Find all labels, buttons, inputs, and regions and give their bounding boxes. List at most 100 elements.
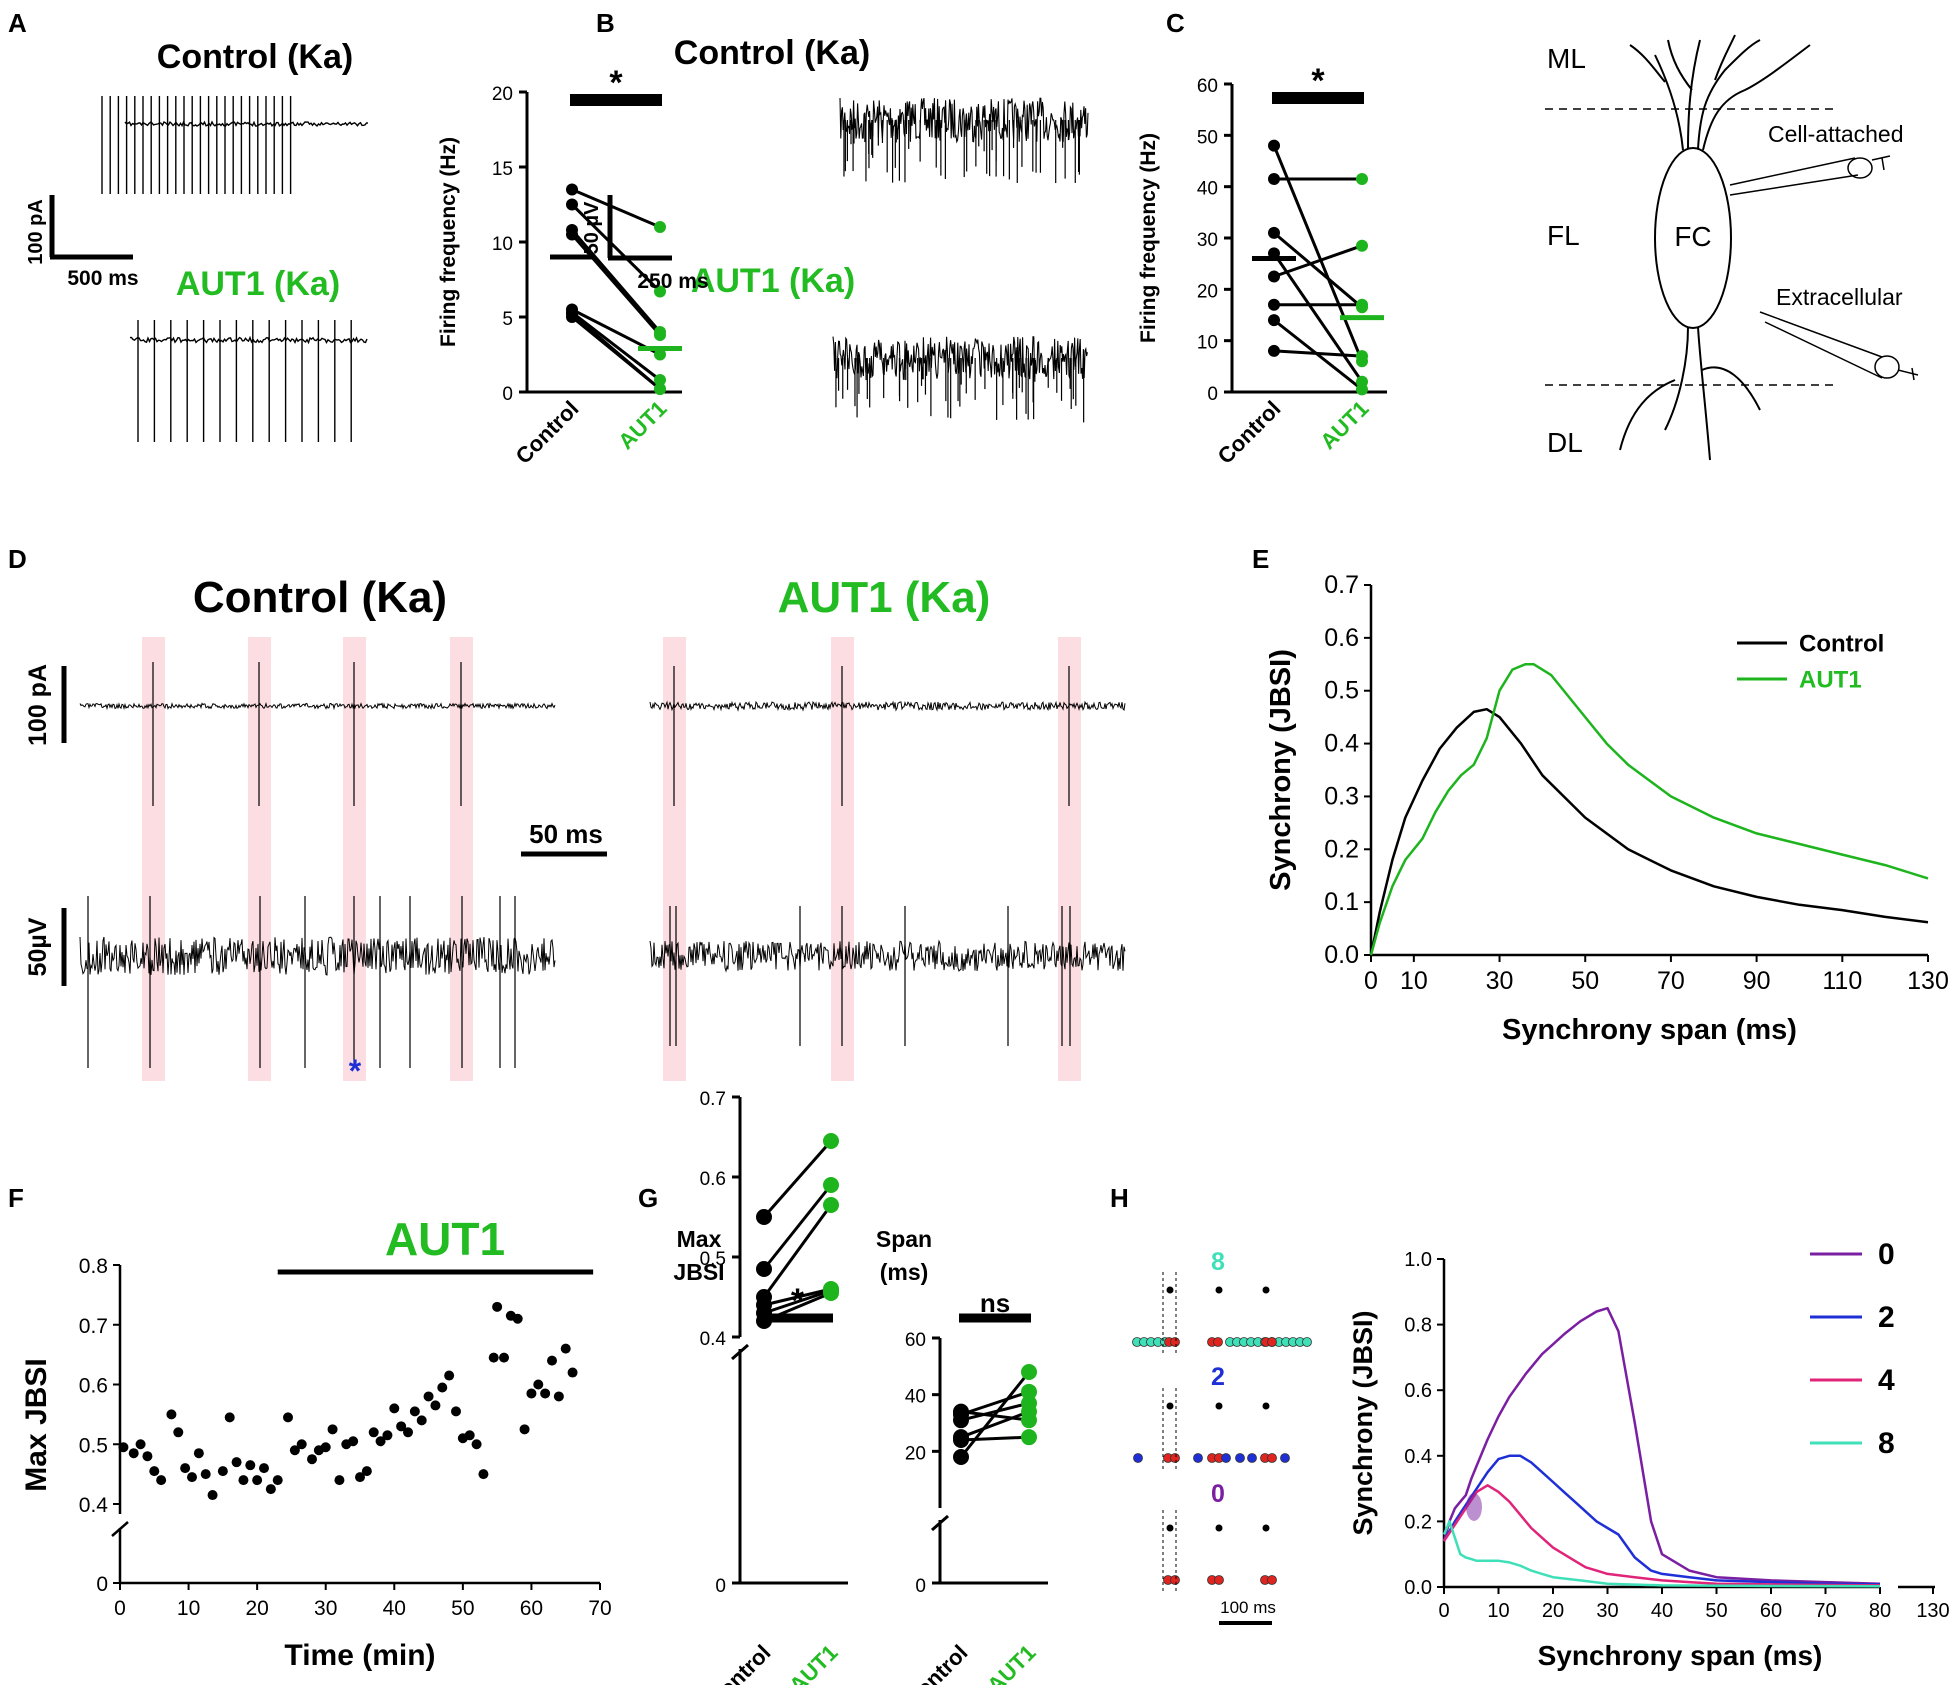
- data-point: [519, 1424, 530, 1435]
- raster-label-8: 8: [1211, 1248, 1225, 1276]
- y-tick-label: 20: [905, 1443, 926, 1464]
- data-point: [560, 1343, 571, 1354]
- pair-line: [960, 1435, 1030, 1442]
- aut1-point: [823, 1197, 839, 1213]
- pair-line: [1272, 252, 1364, 383]
- raster-spike: [1302, 1337, 1312, 1347]
- legend-label: 4: [1878, 1364, 1895, 1397]
- panel-a-aut1-trace: [129, 320, 368, 442]
- panel-a-scale-x: 500 ms: [67, 267, 138, 290]
- extracellular-pipette: [1759, 311, 1919, 381]
- series-line-control: [1369, 707, 1929, 956]
- y-tick-label: 10: [1197, 333, 1218, 354]
- a-control-baseline: [124, 120, 369, 128]
- control-point: [1268, 270, 1280, 283]
- y-tick-label: 20: [492, 84, 513, 105]
- cell-attached-pipette: [1729, 155, 1891, 196]
- control-point: [566, 311, 578, 323]
- panel-h: H 8 2 0 100 ms 0 10 20 30 40 50 60 70 80 1300.00.…: [1110, 1183, 1950, 1671]
- data-point: [320, 1442, 331, 1453]
- data-point: [327, 1424, 338, 1435]
- panel-b-aut1-title: AUT1 (Ka): [691, 262, 855, 300]
- control-point: [953, 1449, 969, 1465]
- y-tick-label: 0.5: [1324, 677, 1359, 705]
- pair-line: [960, 1401, 1030, 1422]
- data-point: [478, 1469, 489, 1480]
- panel-d-traces: [79, 662, 1126, 1068]
- x-tick-label: 60: [1760, 1600, 1782, 1622]
- data-point: [289, 1445, 300, 1456]
- data-point: [187, 1472, 197, 1483]
- data-point: [296, 1439, 307, 1450]
- y-tick-label: 50: [1197, 127, 1218, 148]
- y-axis-label: Firing frequency (Hz): [437, 137, 460, 347]
- x-category-aut1: AUT1: [982, 1640, 1040, 1685]
- panel-d-scale-bars: 100 pA 50µV 50 ms: [24, 664, 607, 986]
- g-span-title-line2: (ms): [880, 1259, 929, 1285]
- x-axis-label: Time (min): [284, 1639, 435, 1672]
- y-tick-label: 0.6: [1324, 624, 1359, 652]
- x-tick-label: 50: [1571, 967, 1599, 995]
- y-tick-label: 0.7: [79, 1315, 108, 1338]
- y-tick-label: 0.4: [1404, 1446, 1432, 1468]
- x-tick-label: 70: [588, 1597, 611, 1620]
- y-axis-label: Synchrony (JBSI): [1265, 649, 1297, 891]
- data-point: [348, 1436, 359, 1447]
- y-tick-label: 15: [492, 159, 513, 180]
- data-point: [512, 1313, 523, 1324]
- panel-a-scale-bar: 100 pA 500 ms: [25, 195, 139, 290]
- fc-label: FC: [1674, 221, 1711, 252]
- control-point: [1268, 226, 1280, 239]
- y-tick-label: 0.0: [1324, 941, 1359, 969]
- aut1-application-label: AUT1: [385, 1213, 505, 1265]
- aut1-point: [654, 285, 666, 298]
- data-point: [355, 1472, 365, 1483]
- pair-line: [960, 1390, 1030, 1416]
- y-tick-label: 0.0: [1404, 1577, 1432, 1599]
- a-aut1-baseline: [129, 335, 368, 345]
- raster-spike: [1235, 1453, 1245, 1463]
- spike-highlight-band: [1058, 637, 1081, 1081]
- data-point: [396, 1421, 407, 1432]
- panel-a-scale-y: 100 pA: [25, 199, 47, 265]
- legend-label: Control: [1799, 630, 1884, 657]
- pair-line: [1273, 349, 1363, 358]
- data-point: [283, 1412, 293, 1423]
- y-axis-label: Max JBSI: [20, 1358, 53, 1491]
- pair-line: [959, 1371, 1031, 1458]
- panel-e: E 0 10 30 50 70 90 110 130 0.0 0.1 0.2 0.3 0.4 0.5 0.6…: [1252, 544, 1949, 1046]
- y-tick-label: 20: [1197, 281, 1218, 302]
- x-tick-label: 10: [1400, 967, 1428, 995]
- panel-g-letter: G: [638, 1183, 658, 1213]
- fusiform-cell-drawing: [1619, 34, 1811, 461]
- data-point: [540, 1388, 551, 1399]
- y-tick-label: 0: [1207, 384, 1218, 405]
- aut1-point: [1356, 350, 1368, 363]
- aut1-point: [1021, 1429, 1037, 1446]
- data-point: [238, 1475, 249, 1486]
- d-aut1-cell-attached: [649, 700, 1126, 712]
- panel-b-aut1-trace: [832, 336, 1088, 423]
- x-axis-label: Synchrony span (ms): [1502, 1014, 1797, 1046]
- y-tick-label: 0.6: [700, 1169, 726, 1190]
- pair-line: [571, 311, 661, 382]
- panel-b-scale-x: 250 ms: [637, 270, 708, 293]
- panel-f-letter: F: [8, 1183, 24, 1213]
- y-tick-label: 0.1: [1324, 888, 1359, 916]
- aut1-point: [823, 1177, 839, 1193]
- legend-label: 8: [1878, 1427, 1895, 1460]
- panel-a: A Control (Ka) AUT1 (Ka) 100 pA 500 ms 0…: [8, 8, 682, 469]
- raster-spike: [1170, 1337, 1180, 1347]
- y-tick-label: 0: [915, 1576, 926, 1597]
- aut1-point: [1021, 1383, 1037, 1400]
- x-tick-label: 70: [1657, 967, 1685, 995]
- raster-spike: [1213, 1337, 1223, 1347]
- panel-a-letter: A: [8, 8, 27, 38]
- raster-spike: [1267, 1453, 1277, 1463]
- raster-scale-label: 100 ms: [1220, 1598, 1276, 1617]
- aut1-point: [654, 221, 666, 233]
- y-tick-label: 0.4: [700, 1329, 727, 1350]
- spike-highlights: [142, 637, 1081, 1081]
- x-category-aut1: AUT1: [1315, 396, 1373, 454]
- data-point: [403, 1427, 413, 1438]
